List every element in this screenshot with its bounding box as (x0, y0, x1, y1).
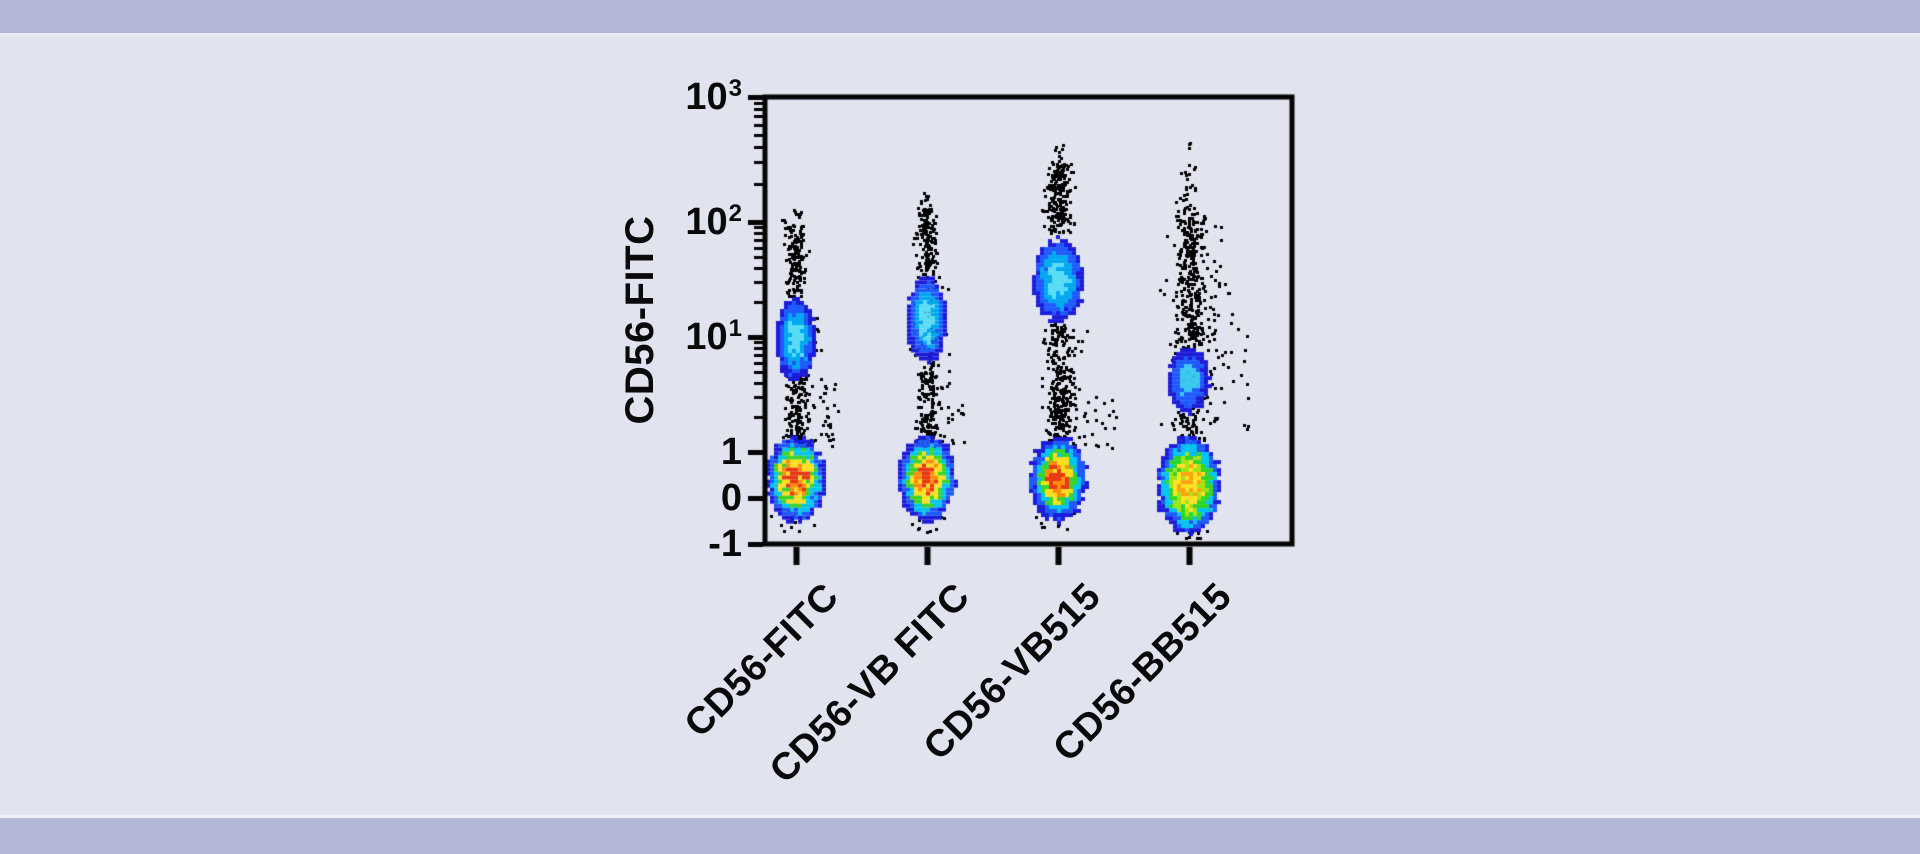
y-tick-label: 0 (612, 478, 742, 518)
y-tick-label: 103 (612, 75, 742, 122)
y-tick-label: 1 (612, 432, 742, 472)
y-tick-label: -1 (612, 524, 742, 564)
y-tick-exponent: 2 (728, 200, 742, 227)
y-tick-text: 10 (685, 201, 728, 243)
bottom-banner-bar (0, 815, 1920, 854)
y-tick-text: -1 (708, 522, 742, 565)
y-tick-label: 102 (612, 200, 742, 247)
y-tick-exponent: 1 (728, 315, 742, 342)
y-tick-exponent: 3 (728, 75, 742, 102)
y-tick-text: 1 (720, 431, 742, 473)
y-tick-label: 101 (612, 315, 742, 362)
y-tick-text: 0 (720, 477, 742, 519)
y-tick-text: 10 (685, 76, 728, 118)
y-tick-text: 10 (685, 316, 728, 358)
